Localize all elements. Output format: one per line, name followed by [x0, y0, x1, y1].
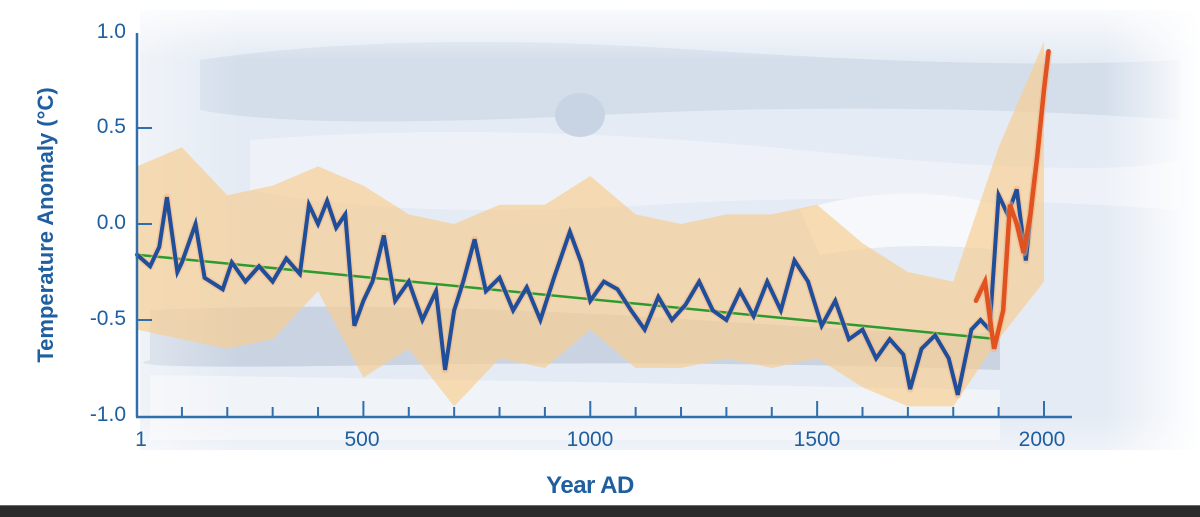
x-tick-label: 2000 — [1018, 428, 1066, 451]
y-tick-label: 0.0 — [96, 211, 126, 234]
axes — [135, 33, 1072, 419]
y-tick-label: -1.0 — [89, 403, 126, 426]
y-tick-label: 1.0 — [96, 20, 126, 43]
x-tick-label: 1500 — [793, 428, 841, 451]
chart-figure: Temperature Anomaly (°C) Year AD 1.0 0.5… — [0, 0, 1200, 505]
plot-area — [134, 33, 1072, 419]
y-tick-label: 0.5 — [96, 115, 126, 138]
y-axis-label: Temperature Anomaly (°C) — [33, 87, 58, 363]
uncertainty-band — [137, 41, 1044, 407]
x-tick-label: 1000 — [566, 428, 614, 451]
instrumental-series-line — [972, 48, 1053, 353]
bottom-dark-bar — [0, 505, 1200, 517]
x-tick-label: 500 — [344, 428, 380, 451]
x-tick-label: 1 — [135, 428, 147, 451]
proxy-series-line — [134, 172, 1039, 399]
y-tick-label: -0.5 — [89, 307, 126, 330]
x-axis-label: Year AD — [546, 472, 634, 499]
